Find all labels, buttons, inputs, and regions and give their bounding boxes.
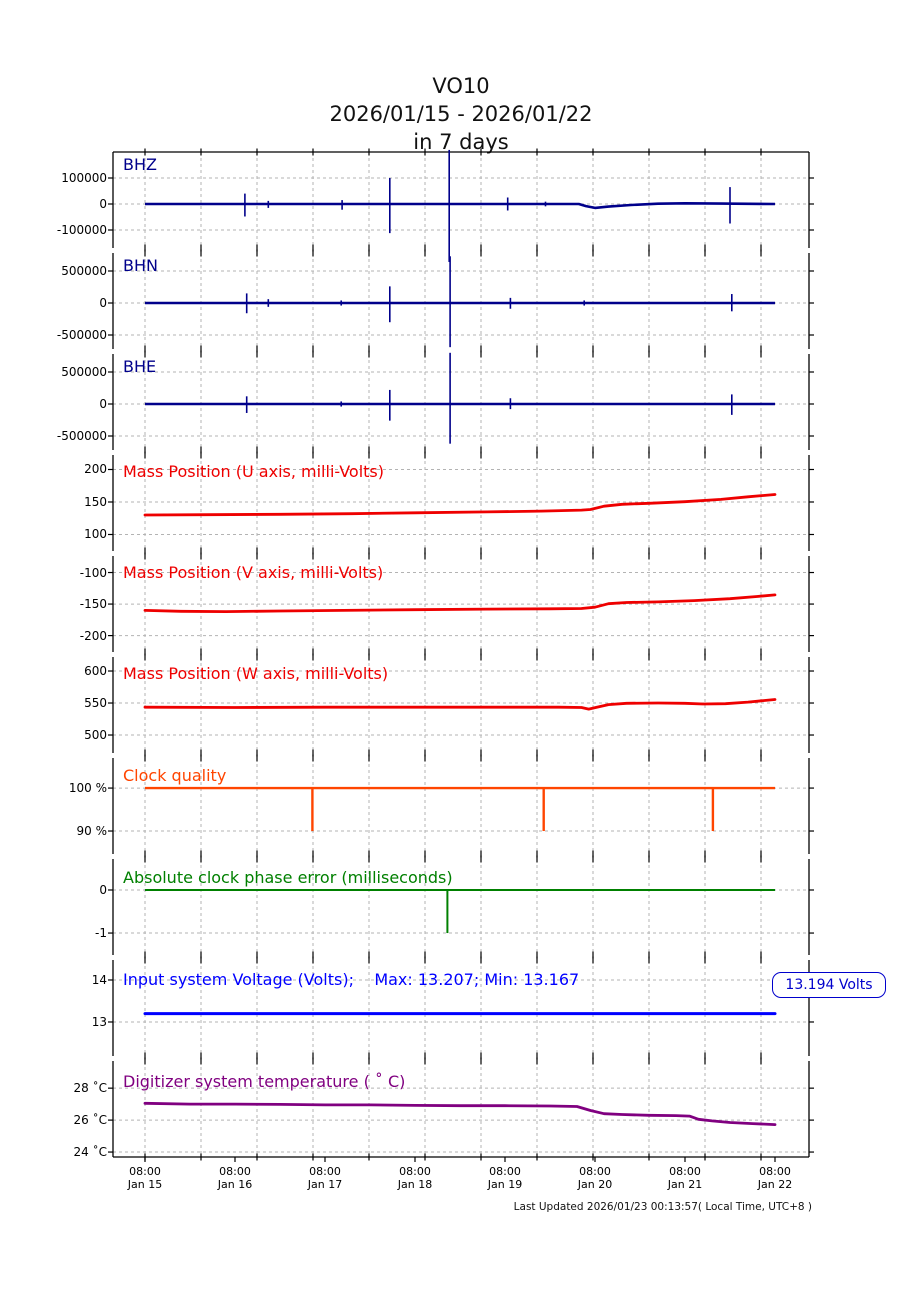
- bhn-ytick-label: 500000: [61, 264, 107, 278]
- digitizer-temperature-ytick-label: 28 ˚C: [73, 1081, 107, 1096]
- bhe-ytick-label: 500000: [61, 365, 107, 379]
- digitizer-temperature-ytick-label: 24 ˚C: [73, 1145, 107, 1160]
- bhz-label: BHZ: [123, 155, 157, 174]
- x-tick-label: 08:00 Jan 21: [653, 1165, 717, 1191]
- x-tick-date: Jan 16: [217, 1178, 253, 1191]
- x-tick-time: 08:00: [309, 1165, 341, 1178]
- mass-v-ytick-label: -100: [79, 565, 107, 580]
- bhn-ytick-label: 0: [99, 296, 107, 310]
- x-tick-date: Jan 21: [667, 1178, 703, 1191]
- title-station: VO10: [432, 74, 490, 98]
- mass-w-label: Mass Position (W axis, milli-Volts): [123, 664, 389, 683]
- bhz-ytick-label: 0: [99, 196, 107, 211]
- x-tick-time: 08:00: [219, 1165, 251, 1178]
- mass-u-ytick-label: 150: [84, 494, 107, 509]
- mass-u-label: Mass Position (U axis, milli-Volts): [123, 462, 385, 481]
- mass-w-ytick-label: 500: [84, 728, 107, 743]
- mass-u-ytick-label: 100: [84, 527, 107, 542]
- x-tick-time: 08:00: [129, 1165, 161, 1178]
- title-date-range: 2026/01/15 - 2026/01/22: [329, 102, 593, 126]
- mass-u-trace: [143, 493, 777, 517]
- voltage-annotation-badge: 13.194 Volts: [772, 972, 886, 998]
- clock-quality-ytick-label: 100 %: [68, 781, 107, 796]
- x-tick-label: 08:00 Jan 20: [563, 1165, 627, 1191]
- x-tick-date: Jan 17: [307, 1178, 343, 1191]
- x-tick-label: 08:00 Jan 22: [743, 1165, 807, 1191]
- mass-v-label: Mass Position (V axis, milli-Volts): [123, 563, 384, 582]
- bhn-ytick-label: -500000: [56, 328, 107, 342]
- title-span: in 7 days: [413, 130, 509, 154]
- x-tick-date: Jan 19: [487, 1178, 523, 1191]
- mass-w-trace: [143, 698, 777, 711]
- input-voltage-label: Input system Voltage (Volts); Max: 13.20…: [123, 970, 580, 989]
- digitizer-temperature-trace: [143, 1101, 777, 1126]
- bhe-ytick-label: -500000: [56, 429, 107, 443]
- input-voltage-ytick-label: 14: [91, 972, 107, 987]
- clock-quality-ytick-label: 90 %: [76, 824, 108, 839]
- mass-u-ytick-label: 200: [84, 462, 107, 477]
- x-tick-label: 08:00 Jan 19: [473, 1165, 537, 1191]
- mass-v-ytick-label: -150: [79, 597, 107, 612]
- x-tick-label: 08:00 Jan 17: [293, 1165, 357, 1191]
- bhe-ytick-label: 0: [99, 397, 107, 411]
- bhz-ytick-label: -100000: [56, 222, 107, 237]
- x-tick-label: 08:00 Jan 15: [113, 1165, 177, 1191]
- digitizer-temperature-ytick-label: 26 ˚C: [73, 1113, 107, 1128]
- x-tick-time: 08:00: [489, 1165, 521, 1178]
- x-tick-label: 08:00 Jan 18: [383, 1165, 447, 1191]
- x-tick-date: Jan 18: [397, 1178, 433, 1191]
- clock-phase-error-ytick-label: 0: [99, 882, 107, 897]
- x-tick-time: 08:00: [579, 1165, 611, 1178]
- bhz-trace: [145, 202, 776, 210]
- figure-title: VO10 2026/01/15 - 2026/01/22 in 7 days: [61, 72, 861, 156]
- x-tick-time: 08:00: [669, 1165, 701, 1178]
- input-voltage-ytick-label: 13: [91, 1014, 107, 1029]
- digitizer-temperature-label: Digitizer system temperature ( ˚ C): [123, 1072, 406, 1091]
- x-tick-time: 08:00: [399, 1165, 431, 1178]
- clock-quality-label: Clock quality: [123, 766, 227, 785]
- x-tick-date: Jan 20: [577, 1178, 613, 1191]
- mass-v-ytick-label: -200: [79, 628, 107, 643]
- x-tick-label: 08:00 Jan 16: [203, 1165, 267, 1191]
- bhn-label: BHN: [123, 256, 158, 275]
- mass-w-ytick-label: 600: [84, 664, 107, 679]
- bhz-ytick-label: 100000: [61, 170, 107, 185]
- last-updated-text: Last Updated 2026/01/23 00:13:57( Local …: [513, 1201, 812, 1213]
- x-tick-date: Jan 15: [127, 1178, 163, 1191]
- bhe-label: BHE: [123, 357, 157, 376]
- x-tick-date: Jan 22: [757, 1178, 793, 1191]
- mass-w-ytick-label: 550: [84, 696, 107, 711]
- x-tick-time: 08:00: [759, 1165, 791, 1178]
- clock-phase-error-ytick-label: -1: [95, 926, 107, 941]
- mass-v-trace: [143, 593, 777, 613]
- clock-phase-error-label: Absolute clock phase error (milliseconds…: [123, 868, 453, 887]
